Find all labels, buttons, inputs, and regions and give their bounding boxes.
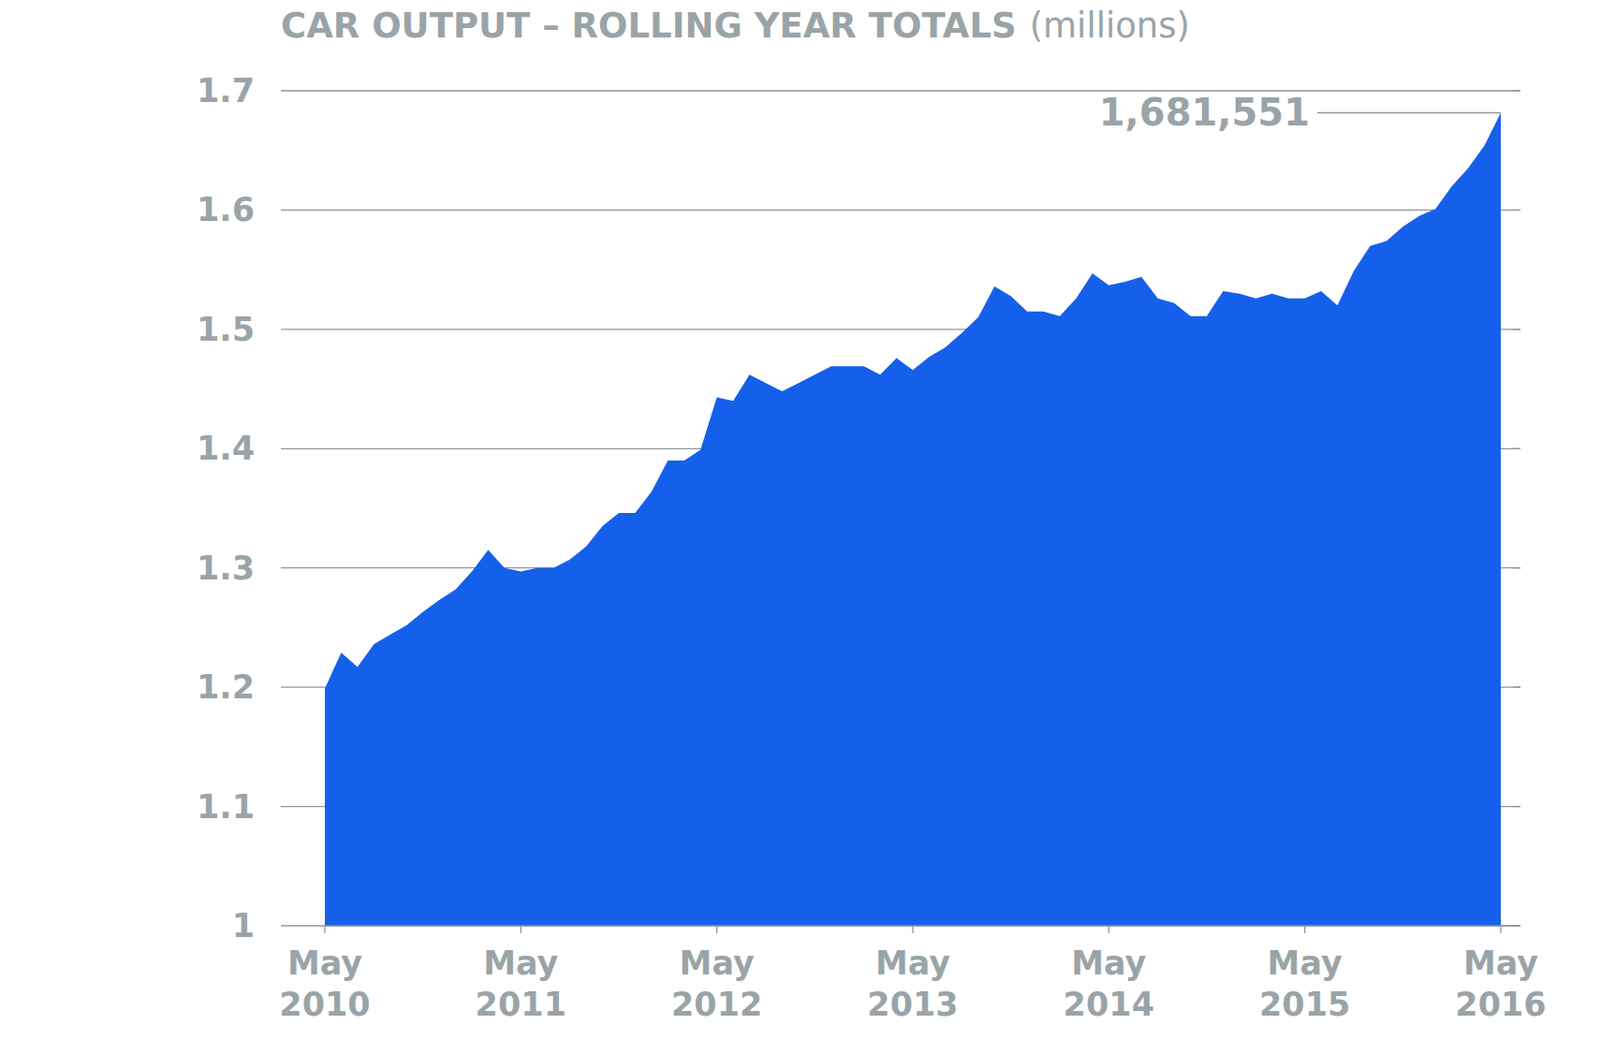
plot-area [324, 113, 1501, 926]
x-tick-label: May2016 [1454, 944, 1546, 1024]
y-tick-label: 1 [232, 907, 255, 945]
y-tick-label: 1.3 [196, 549, 255, 588]
annotation-line [1317, 112, 1501, 115]
x-tick [323, 925, 325, 934]
x-tick-label: May2013 [866, 944, 958, 1024]
y-tick [1512, 89, 1521, 91]
y-tick [1512, 328, 1521, 330]
x-tick-label: May2015 [1259, 944, 1351, 1024]
x-tick [911, 925, 913, 934]
x-tick [1304, 925, 1306, 934]
title: CAR OUTPUT – ROLLING YEAR TOTALS [280, 5, 1017, 46]
annotation: 1,681,551 [1099, 90, 1310, 134]
x-tick [1108, 925, 1110, 934]
x-tick-label: May2011 [475, 944, 567, 1024]
y-tick-label: 1.7 [196, 72, 255, 110]
y-tick-label: 1.1 [196, 788, 255, 826]
grid-line [280, 924, 1521, 926]
area [324, 113, 1501, 926]
y-tick [1512, 686, 1521, 688]
y-tick-label: 1.2 [196, 668, 255, 706]
grid-line [280, 209, 1521, 211]
x-tick [1499, 925, 1501, 934]
x-axis [324, 924, 1521, 926]
y-tick [1512, 567, 1521, 569]
y-tick [1512, 806, 1521, 808]
y-tick-label: 1.4 [196, 429, 255, 468]
y-tick [1512, 209, 1521, 211]
grid-line [280, 89, 1521, 91]
chart: CAR OUTPUT – ROLLING YEAR TOTALS (million… [0, 0, 1600, 1054]
x-tick-label: May2012 [671, 944, 763, 1024]
y-tick [1512, 448, 1521, 450]
x-tick [716, 925, 718, 934]
y-tick-label: 1.5 [196, 310, 255, 349]
x-tick-label: May2010 [278, 944, 370, 1024]
subtitle: (millions) [1029, 5, 1190, 46]
x-tick-label: May2014 [1063, 944, 1155, 1024]
x-tick [520, 925, 522, 934]
y-tick-label: 1.6 [196, 190, 255, 229]
